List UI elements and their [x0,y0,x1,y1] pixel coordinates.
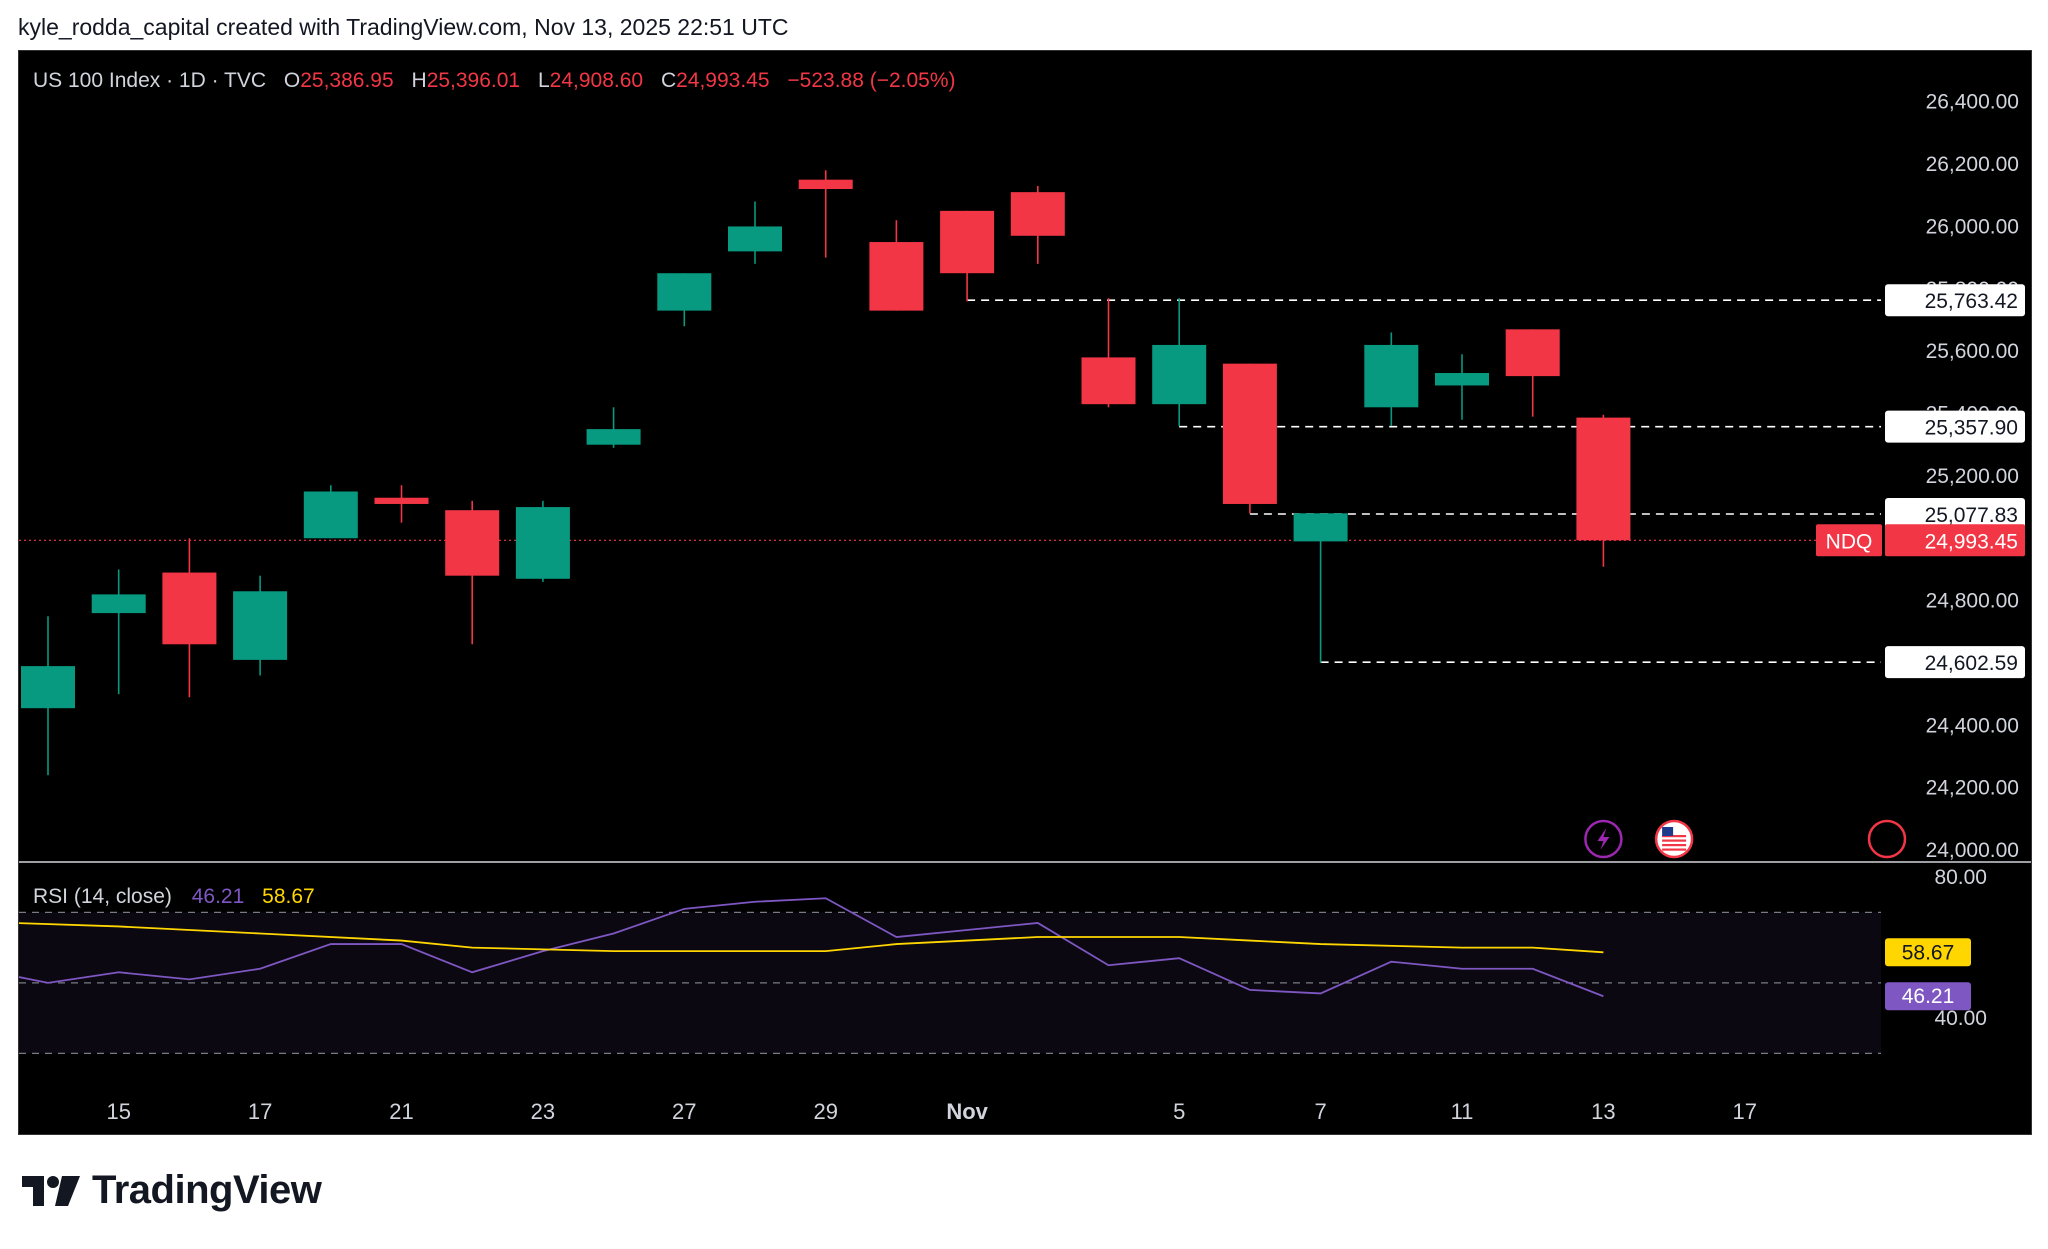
candle-body [515,507,570,579]
price-tick-label: 25,600.00 [1926,340,2019,363]
symbol-tag: NDQ [1826,530,1873,553]
candle-body [1364,344,1419,408]
level-label: 25,357.90 [1925,417,2018,440]
rsi-tick-label: 80.00 [1934,866,1987,889]
chart-title: US 100 Index · 1D · TVC O25,386.95 H25,3… [33,69,956,92]
low-value: 24,908.60 [550,69,643,92]
candle-body [1010,192,1065,236]
lightning-icon [1584,819,1623,859]
rsi-value-box [1885,938,1971,967]
x-tick-label: 29 [813,1099,837,1124]
x-tick-label: 5 [1173,1099,1185,1124]
level-label-box [1885,410,2025,443]
x-tick-label: 21 [389,1099,413,1124]
x-tick-label: 23 [531,1099,555,1124]
candle-body [162,572,217,645]
candle-body [303,491,358,539]
lightning-bolt [1597,828,1610,850]
high-label: H [412,69,427,92]
candle-body [1081,357,1136,405]
rsi-value-box [1885,982,1971,1011]
current-price-label: 24,993.45 [1925,530,2018,553]
price-tick-label: 26,400.00 [1926,91,2019,114]
chart-canvas[interactable]: US 100 Index · 1D · TVC O25,386.95 H25,3… [19,51,2031,1134]
candle-body [1152,344,1207,405]
high-value: 25,396.01 [427,69,520,92]
rsi-value: 46.21 [192,885,245,908]
candle-body [91,594,146,614]
x-tick-label: 7 [1314,1099,1326,1124]
candle-body [1576,417,1631,541]
x-tick-label: 11 [1451,1099,1474,1124]
candle-body [374,497,429,504]
candle-body [1222,363,1277,504]
level-label-box [1885,497,2025,530]
price-tick-label: 24,800.00 [1926,590,2019,613]
price-tick-label: 24,400.00 [1926,714,2019,737]
candle-body [657,273,712,311]
flag-stripe [1662,835,1687,838]
tradingview-wordmark: TradingView [92,1168,322,1212]
open-value: 25,386.95 [300,69,393,92]
level-label: 25,763.42 [1925,290,2018,313]
x-tick-label: 15 [106,1099,130,1124]
candle-body [586,429,641,445]
level-label-box [1885,284,2025,317]
rsi-ma-value: 58.67 [262,885,315,908]
rsi-series-line [19,897,1604,998]
candle-body [728,226,782,252]
level-label: 25,077.83 [1925,504,2018,527]
chart-caption: kyle_rodda_capital created with TradingV… [18,14,789,40]
close-label: C [661,69,676,92]
low-label: L [538,69,550,92]
rsi-value-label: 58.67 [1902,941,1955,964]
flag-stripe [1662,848,1687,851]
candle-body [1505,329,1560,377]
x-tick-label: 13 [1591,1099,1615,1124]
x-tick-label: Nov [946,1099,988,1124]
open-label: O [284,69,300,92]
rsi-title: RSI (14, close) [33,885,172,908]
symbol-title: US 100 Index · 1D · TVC [33,69,266,92]
offscreen-event-icon [1867,819,1907,859]
candle-body [445,510,500,576]
price-tick-label: 24,000.00 [1926,839,2019,862]
rsi-value-label: 46.21 [1902,985,1955,1008]
candle-body [21,666,75,709]
x-tick-label: 27 [672,1099,696,1124]
flag-stripe [1662,844,1687,847]
price-tick-label: 24,200.00 [1926,777,2019,800]
change-value: −523.88 (−2.05%) [787,69,955,92]
symbol-tag-box [1816,524,1882,557]
chart-frame[interactable]: US 100 Index · 1D · TVC O25,386.95 H25,3… [18,50,2032,1135]
x-tick-label: 17 [248,1099,272,1124]
candle-body [940,210,995,274]
candle-body [1293,513,1348,542]
current-price-box [1885,524,2025,557]
rsi-tick-label: 40.00 [1934,1007,1987,1030]
price-tick-label: 26,200.00 [1926,153,2019,176]
level-label-box [1885,646,2025,679]
rsi-legend: RSI (14, close) 46.21 58.67 [33,885,315,908]
tradingview-logo-icon [22,1175,80,1206]
flag-stripe [1662,839,1687,842]
candle-body [798,179,853,190]
rsi-series-line [19,922,1604,954]
candle-body [233,591,288,660]
price-tick-label: 25,200.00 [1926,465,2019,488]
close-value: 24,993.45 [676,69,769,92]
x-tick-label: 17 [1733,1099,1757,1124]
tradingview-brand[interactable]: TradingView [22,1168,322,1213]
flag-canton [1662,827,1674,836]
price-tick-label: 26,000.00 [1926,215,2019,238]
candle-body [1435,372,1489,386]
us-flag-icon [1654,819,1694,859]
level-label: 24,602.59 [1925,652,2018,675]
candle-body [869,242,924,311]
